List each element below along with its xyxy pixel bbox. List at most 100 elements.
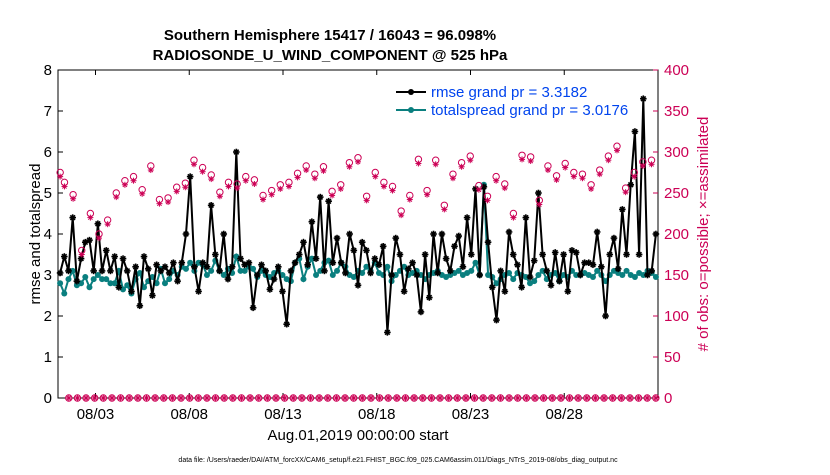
obs-assimilated-point [238, 395, 245, 401]
obs-assimilated-point [298, 395, 305, 401]
spread-point [94, 272, 101, 278]
spread-point [57, 280, 64, 287]
rmse-point [417, 308, 425, 316]
rmse-point [136, 302, 144, 310]
obs-possible-point [643, 394, 651, 402]
rmse-point [279, 288, 286, 295]
spread-point [392, 272, 399, 278]
legend-spread-marker [408, 107, 414, 113]
rmse-point [115, 284, 123, 291]
rmse-point [505, 228, 513, 236]
plot-area [57, 69, 659, 399]
obs-assimilated-point [531, 395, 538, 401]
rmse-point [212, 251, 219, 258]
obs-possible-point [617, 394, 626, 402]
rmse-point [375, 261, 383, 269]
rmse-point [178, 259, 186, 266]
obs-assimilated-point [324, 395, 331, 401]
obs-assimilated-point [406, 196, 413, 203]
x-tick-label: 08/28 [545, 406, 583, 423]
rmse-point [619, 206, 626, 213]
spread-point [652, 274, 659, 281]
obs-assimilated-point [385, 395, 392, 401]
footnote-data-file: data file: /Users/raeder/DAI/ATM_forcXX/… [178, 457, 618, 464]
y-right-tick-label: 400 [664, 62, 689, 79]
rmse-point [98, 267, 106, 275]
obs-assimilated-point [514, 395, 521, 401]
rmse-point [199, 259, 207, 266]
obs-possible-point [514, 394, 522, 402]
obs-assimilated-point [501, 185, 508, 192]
obs-assimilated-point [212, 395, 219, 401]
obs-possible-point [211, 394, 220, 402]
obs-assimilated-point [74, 395, 81, 401]
y-axis-left-label: rmse and totalspread [27, 164, 44, 305]
obs-assimilated-point [415, 160, 422, 167]
y-left-tick-label: 1 [44, 349, 52, 366]
rmse-point [333, 234, 341, 242]
spread-point [623, 267, 630, 274]
rmse-point [254, 271, 261, 279]
obs-possible-point [185, 394, 194, 402]
rmse-point [447, 267, 454, 275]
rmse-point [652, 230, 660, 238]
rmse-point [631, 128, 639, 135]
rmse-point [413, 271, 421, 279]
obs-assimilated-point [631, 173, 638, 180]
y-right-tick-label: 200 [664, 226, 689, 243]
obs-assimilated-point [307, 395, 314, 401]
obs-possible-point [177, 394, 185, 402]
rmse-point [635, 251, 643, 258]
obs-possible-point [522, 394, 531, 402]
rmse-point [363, 247, 370, 254]
rmse-point [509, 251, 517, 258]
obs-assimilated-point [428, 395, 435, 401]
obs-assimilated-point [117, 395, 124, 401]
rmse-point [623, 251, 630, 258]
obs-assimilated-point [134, 395, 141, 401]
rmse-point [228, 263, 236, 271]
obs-assimilated-point [445, 395, 452, 401]
obs-possible-point [539, 394, 548, 402]
chart-title-line1: Southern Hemisphere 15417 / 16043 = 96.0… [164, 27, 496, 44]
obs-assimilated-point [437, 395, 444, 401]
obs-assimilated-point [553, 176, 560, 183]
spread-point [65, 276, 72, 283]
rmse-point [291, 259, 299, 266]
obs-assimilated-point [389, 187, 396, 194]
obs-possible-point [488, 394, 496, 402]
spread-point [472, 259, 479, 266]
obs-series [56, 142, 660, 402]
obs-possible-point [125, 394, 133, 402]
obs-assimilated-point [333, 395, 340, 401]
obs-assimilated-point [380, 183, 387, 190]
rmse-point [384, 329, 391, 336]
spread-point [510, 276, 517, 283]
rmse-point [409, 259, 416, 266]
rmse-point [144, 265, 152, 273]
obs-possible-point [116, 394, 125, 402]
obs-assimilated-point [601, 395, 608, 401]
obs-possible-point [255, 394, 263, 402]
obs-assimilated-point [234, 185, 241, 192]
rmse-point [77, 255, 85, 262]
obs-assimilated-point [61, 183, 68, 190]
plot-layer-ticks: 0 1 2 3 4 5 6 7 8 0 50 100 150 200 250 300 350 400 08/03 08… [44, 62, 689, 423]
y-right-tick-label: 350 [664, 103, 689, 120]
obs-assimilated-point [609, 395, 616, 401]
rmse-point [589, 261, 597, 269]
spread-point [69, 267, 76, 274]
rmse-point [514, 261, 521, 269]
rmse-point [602, 312, 609, 320]
rmse-point [644, 271, 651, 279]
obs-assimilated-point [242, 177, 249, 184]
rmse-point [493, 316, 500, 324]
y-left-tick-label: 5 [44, 185, 52, 202]
obs-assimilated-point [613, 147, 620, 154]
obs-assimilated-point [87, 214, 94, 221]
rmse-point [547, 281, 555, 289]
obs-assimilated-point [316, 395, 323, 401]
x-tick-label: 08/18 [358, 406, 396, 423]
